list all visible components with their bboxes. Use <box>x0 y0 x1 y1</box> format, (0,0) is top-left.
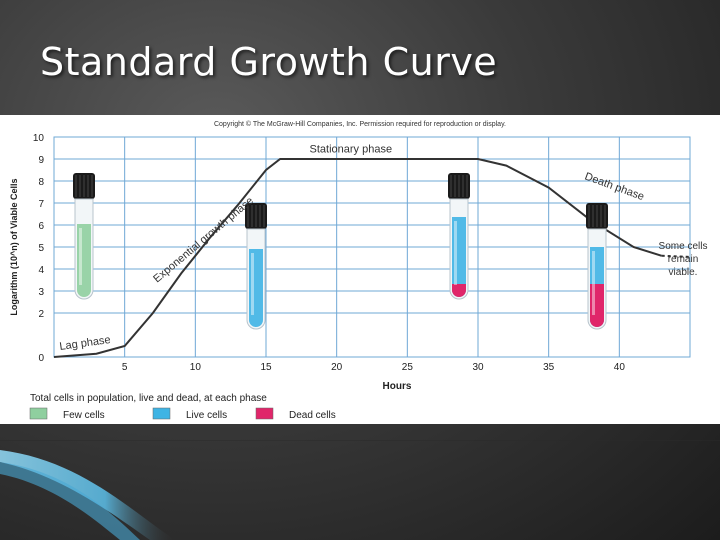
tube-liquid <box>77 224 91 297</box>
x-tick-label: 35 <box>543 362 555 373</box>
y-tick-label: 2 <box>38 309 44 320</box>
tube-highlight <box>592 251 595 315</box>
legend-label: Dead cells <box>289 410 336 421</box>
viable-cells-label: viable. <box>669 267 698 278</box>
growth-curve-figure: Copyright © The McGraw-Hill Companies, I… <box>0 115 720 424</box>
x-axis-title: Hours <box>383 381 412 392</box>
y-tick-label: 7 <box>38 199 44 210</box>
viable-cells-label: remain <box>668 254 699 265</box>
tube-liquid <box>249 249 263 327</box>
test-tube-stationary <box>448 173 470 300</box>
x-tick-label: 30 <box>472 362 484 373</box>
y-tick-label: 3 <box>38 287 44 298</box>
legend-swatch <box>152 407 171 420</box>
legend-label: Few cells <box>63 410 105 421</box>
x-tick-label: 15 <box>260 362 272 373</box>
legend-label: Live cells <box>186 410 227 421</box>
slide-title: Standard Growth Curve <box>40 40 498 84</box>
test-tube-lag <box>73 173 95 300</box>
decorative-swoosh <box>0 440 720 540</box>
x-tick-label: 20 <box>331 362 343 373</box>
x-tick-label: 10 <box>190 362 202 373</box>
tube-highlight <box>79 228 82 285</box>
legend-swatch <box>255 407 274 420</box>
legend-caption: Total cells in population, live and dead… <box>30 393 267 404</box>
test-tube-death <box>586 203 608 330</box>
y-tick-label: 4 <box>38 265 44 276</box>
growth-curve-line <box>53 158 662 358</box>
death-phase-label: Death phase <box>583 171 646 204</box>
growth-curve-dashed-tail <box>661 254 691 258</box>
x-tick-label: 5 <box>122 362 128 373</box>
y-tick-label: 9 <box>38 155 44 166</box>
y-tick-label: 5 <box>38 243 44 254</box>
tube-dead-cells <box>590 284 604 327</box>
growth-curve-chart: Copyright © The McGraw-Hill Companies, I… <box>9 120 708 421</box>
tube-dead-cells <box>452 284 466 297</box>
x-tick-label: 25 <box>402 362 414 373</box>
y-tick-label: 10 <box>33 133 45 144</box>
tube-liquid <box>452 217 466 297</box>
stationary-phase-label: Stationary phase <box>310 143 393 155</box>
viable-cells-label: Some cells <box>659 241 708 252</box>
y-tick-label: 0 <box>38 353 44 364</box>
legend-swatch <box>29 407 48 420</box>
tube-highlight <box>251 253 254 315</box>
x-tick-label: 40 <box>614 362 626 373</box>
tube-highlight <box>454 221 457 285</box>
y-tick-label: 8 <box>38 177 44 188</box>
y-tick-label: 6 <box>38 221 44 232</box>
copyright-notice: Copyright © The McGraw-Hill Companies, I… <box>214 120 506 128</box>
y-axis-title: Logarithm (10^n) of Viable Cells <box>9 178 19 315</box>
lag-phase-label: Lag phase <box>59 334 112 353</box>
test-tube-exponential <box>245 203 267 330</box>
exponential-phase-label: Exponential growth phase <box>151 195 256 286</box>
